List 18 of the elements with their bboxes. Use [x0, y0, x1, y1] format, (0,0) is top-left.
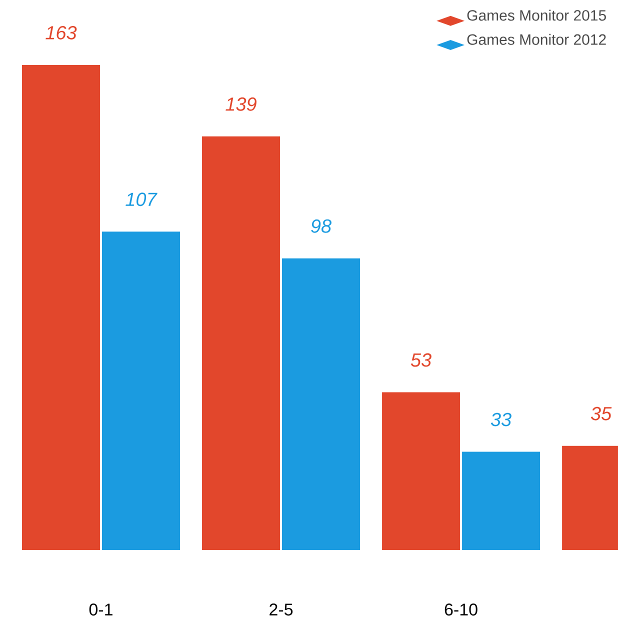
bar: [462, 452, 540, 550]
bar: [102, 232, 180, 550]
x-tick-label: 0-1: [89, 604, 112, 616]
data-label: 35: [590, 406, 612, 420]
x-tick-label: 6-10: [444, 604, 478, 616]
data-label: 163: [46, 26, 77, 40]
bar: [382, 392, 460, 550]
data-label: 107: [126, 192, 158, 206]
data-label: 33: [490, 412, 512, 426]
legend-label: Games Monitor 2012: [467, 34, 606, 45]
bar: [202, 136, 280, 550]
data-label: 53: [410, 353, 432, 367]
bar: [22, 64, 100, 550]
x-tick-label: 2-5: [270, 604, 293, 616]
data-label: 139: [226, 97, 256, 111]
data-label: 98: [311, 219, 332, 233]
legend-label: Games Monitor 2015: [467, 10, 606, 21]
bar: [282, 258, 360, 550]
